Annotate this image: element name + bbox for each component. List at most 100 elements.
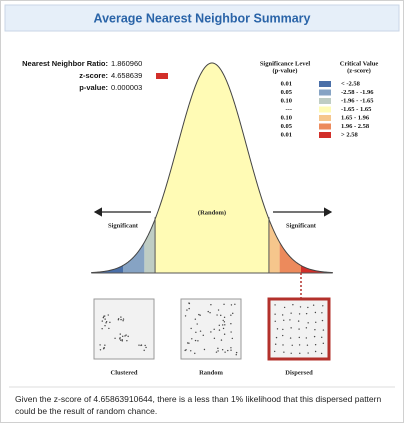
dot [141,344,142,345]
dot [315,344,316,345]
dot [323,329,324,330]
dot [275,321,276,322]
dot [306,327,307,328]
dot [234,304,235,305]
dot [106,321,107,322]
dot [298,320,299,321]
legend-swatch [319,115,331,121]
dot [217,348,218,349]
dot [322,320,323,321]
dot [216,351,217,352]
legend-zscore: 1.96 - 2.58 [341,123,370,130]
dot [231,304,232,305]
dot [321,312,322,313]
dot [282,314,283,315]
dot [214,338,215,339]
dot [274,351,275,352]
dot [189,303,190,304]
pattern-label: Clustered [111,369,138,376]
dot [321,337,322,338]
dot [230,350,231,351]
dot [104,344,105,345]
dot [284,307,285,308]
dot [119,338,120,339]
dot [120,339,121,340]
dot [118,319,119,320]
dot [300,306,301,307]
dot [221,339,222,340]
dot [195,340,196,341]
legend-swatch [319,107,331,113]
legend-pvalue: 0.10 [281,97,292,104]
dot [276,337,277,338]
stat-value: 1.860960 [111,59,142,68]
dot [186,309,187,310]
dot [222,349,223,350]
stat-label: Nearest Neighbor Ratio: [22,59,108,68]
dot [120,333,121,334]
dot [197,340,198,341]
dot [216,314,217,315]
dot [218,309,219,310]
summary-panel: Average Nearest Neighbor Summary Nearest… [0,0,404,423]
dot [291,353,292,354]
dot [232,313,233,314]
dot [219,325,220,326]
dot [145,347,146,348]
dot [292,345,293,346]
legend-zscore: < -2.58 [341,80,361,87]
curve-region [144,219,155,273]
pattern-box [181,299,241,359]
legend-swatch [319,98,331,104]
significant-left: Significant [108,222,139,229]
dot [213,329,214,330]
dot [307,352,308,353]
zscore-swatch [156,73,168,79]
stat-label: p-value: [79,83,108,92]
legend-swatch [319,90,331,96]
dot [125,334,126,335]
dot [282,344,283,345]
dot [307,345,308,346]
dot [120,319,121,320]
dot [230,331,231,332]
dot [289,319,290,320]
dot [230,323,231,324]
dot [210,331,211,332]
dot [298,328,299,329]
stat-value: 4.658639 [111,71,142,80]
dot [277,328,278,329]
legend-pvalue: 0.10 [281,114,292,121]
footer-text: Given the z-score of 4.65863910644, ther… [15,393,395,417]
dot [223,320,224,321]
legend-pvalue: --- [286,106,293,113]
dot [232,338,233,339]
dot [103,317,104,318]
dot [185,349,186,350]
dot [227,350,228,351]
dot [292,304,293,305]
dot [217,350,218,351]
dot [282,329,283,330]
dot [283,320,284,321]
dot [126,340,127,341]
dot [122,320,123,321]
dot [224,321,225,322]
dot [307,322,308,323]
dot [275,344,276,345]
dot [120,316,121,317]
dot [203,335,204,336]
dot [290,337,291,338]
pattern-box [94,299,154,359]
legend-swatch [319,81,331,87]
legend-zscore: -1.96 - -1.65 [341,97,374,104]
dot [108,314,109,315]
dot [103,348,104,349]
dot [197,323,198,324]
dot [208,311,209,312]
dot [195,319,196,320]
dot [102,320,103,321]
dot [143,350,144,351]
dot [290,312,291,313]
